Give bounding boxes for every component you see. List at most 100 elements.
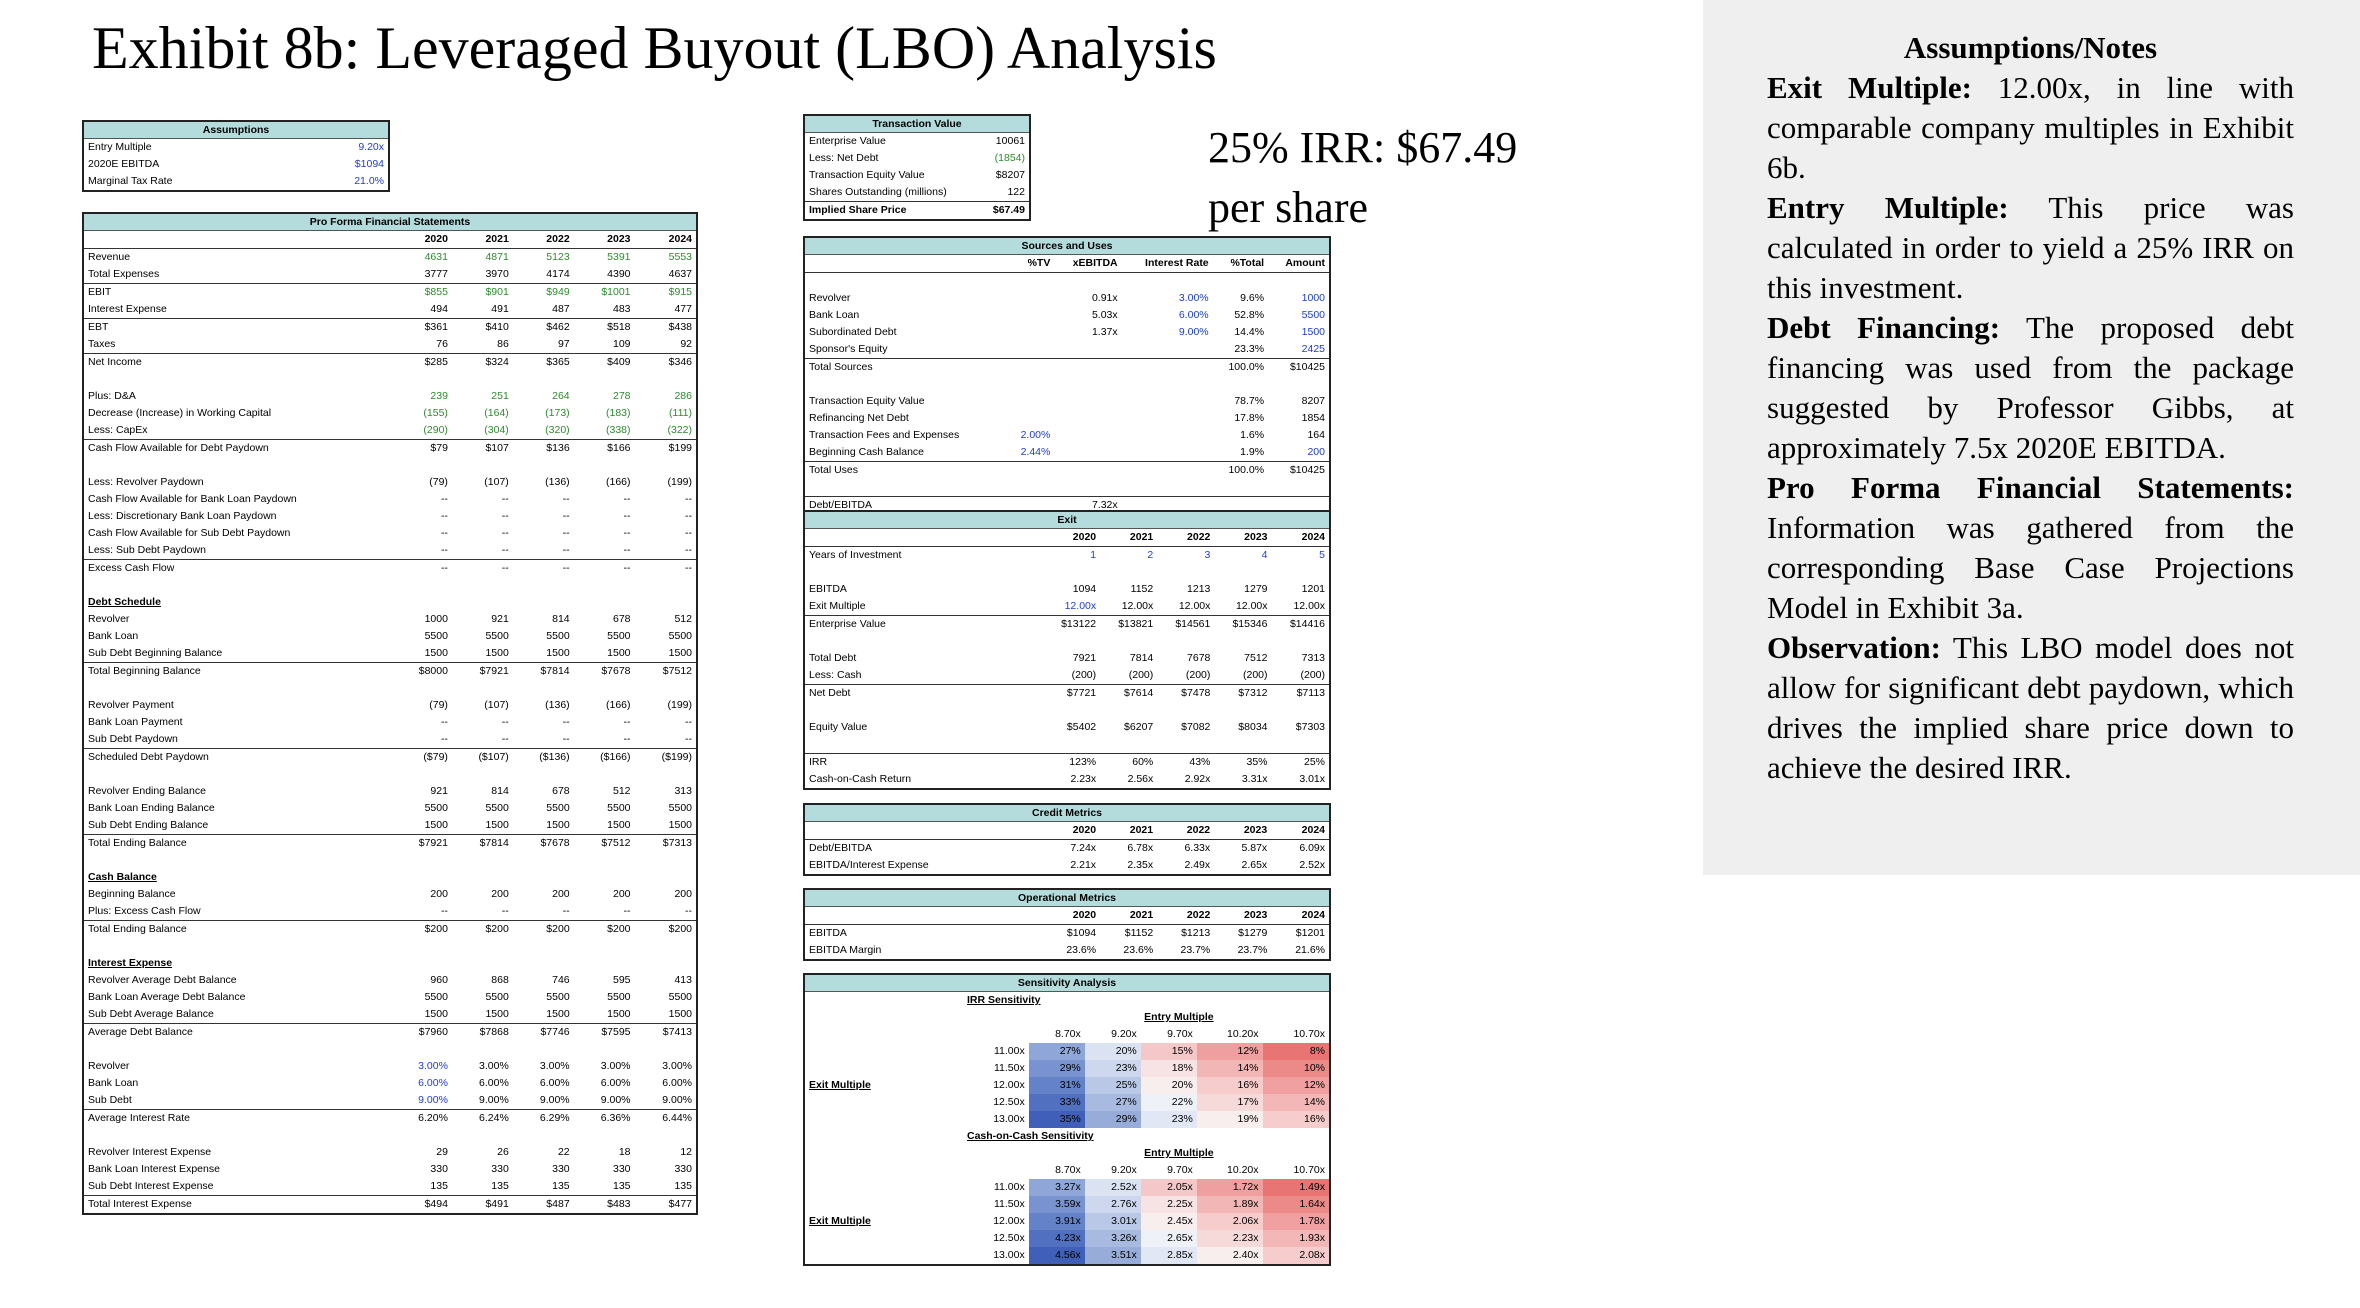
- row-value: --: [440, 544, 448, 557]
- row-value: $14416: [1271, 615, 1330, 633]
- table-row: Sponsor's Equity 23.3% 2425: [804, 341, 1330, 359]
- row-value: 7512: [1244, 652, 1268, 665]
- row-value: (199): [667, 699, 692, 712]
- row-value: [574, 766, 635, 783]
- row-value: 6.20%: [392, 1109, 452, 1127]
- table-row: Bank Loan 5.03x 6.00% 52.8% 5500: [804, 307, 1330, 324]
- row-value: 43%: [1157, 753, 1215, 771]
- row-value: [513, 457, 574, 474]
- sensitivity-cell: 2.76x: [1084, 1196, 1141, 1213]
- entry-label-row: Entry Multiple: [804, 1145, 1330, 1162]
- row-value: [635, 1041, 697, 1058]
- row-value: 9.00%: [539, 1094, 570, 1107]
- row-value: (107): [484, 699, 509, 712]
- entry-multiple: 9.70x: [1167, 1028, 1193, 1041]
- row-value: [635, 594, 697, 611]
- row-value: --: [562, 493, 570, 506]
- row-value: 5553: [668, 251, 692, 264]
- sensitivity-title-row: Cash-on-Cash Sensitivity: [804, 1128, 1330, 1145]
- sensitivity-cell: 1.93x: [1262, 1230, 1330, 1247]
- assumption-row: Entry Multiple 9.20x: [83, 139, 389, 157]
- row-label: Total Expenses: [88, 268, 160, 281]
- row-label: [83, 766, 392, 783]
- row-label: Revolver Ending Balance: [88, 785, 206, 798]
- row-value: [1157, 564, 1214, 581]
- row-value: [452, 457, 513, 474]
- row-label: Total Debt: [809, 652, 857, 665]
- column-label: Amount: [1268, 254, 1330, 273]
- sensitivity-cell: 2.06x: [1196, 1213, 1263, 1230]
- row-value: --: [573, 559, 635, 577]
- row-value: 1500: [485, 819, 509, 832]
- row-value: [635, 852, 697, 869]
- row-value: --: [685, 510, 692, 523]
- row-value: $13122: [1043, 615, 1101, 633]
- row-value: 29: [436, 1146, 448, 1159]
- row-value: [1006, 461, 1055, 479]
- row-value: [574, 1041, 635, 1058]
- row-value: 2.44%: [1020, 446, 1051, 459]
- row-value: 9.00%: [662, 1094, 692, 1107]
- row-value: ($166): [573, 748, 635, 766]
- exit-multiple: 12.50x: [993, 1096, 1025, 1109]
- row-value: 330: [674, 1163, 692, 1176]
- row-value: [574, 869, 635, 886]
- table-row: [804, 273, 1330, 291]
- row-value: 494: [430, 303, 448, 316]
- row-value: --: [562, 905, 570, 918]
- row-value: [1214, 736, 1271, 754]
- row-value: 264: [552, 390, 570, 403]
- row-value: [1054, 427, 1121, 444]
- row-label: [83, 1127, 392, 1144]
- row-value: 3.01x: [1299, 773, 1325, 786]
- row-value: --: [440, 527, 448, 540]
- row-value: 4174: [546, 268, 570, 281]
- row-value: 1000: [424, 613, 448, 626]
- row-label: Bank Loan Interest Expense: [88, 1163, 220, 1176]
- row-value: [1054, 479, 1121, 497]
- table-row: Plus: D&A 239 251 264 278 286: [83, 388, 697, 405]
- sensitivity-title: IRR Sensitivity: [967, 994, 1041, 1007]
- row-value: [1006, 479, 1054, 497]
- row-value: [1213, 479, 1268, 497]
- row-value: 5500: [485, 991, 509, 1004]
- row-value: [1006, 410, 1054, 427]
- row-value: 6.33x: [1184, 842, 1211, 855]
- row-value: [452, 955, 513, 972]
- row-label: Revolver Interest Expense: [88, 1146, 212, 1159]
- table-row: [804, 633, 1330, 650]
- row-value: 200: [491, 888, 509, 901]
- note-item: Observation: This LBO model does not all…: [1767, 628, 2294, 788]
- table-row: Cash Flow Available for Debt Paydown $79 $…: [83, 439, 697, 457]
- assumption-label: Marginal Tax Rate: [88, 175, 173, 188]
- row-label: IRR: [804, 753, 1043, 771]
- exit-multiple: 11.50x: [993, 1198, 1025, 1211]
- year-label: 2024: [1271, 528, 1330, 547]
- row-value: 1500: [424, 1008, 448, 1021]
- blank-cell: [804, 992, 963, 1010]
- sensitivity-cell: 16%: [1196, 1077, 1263, 1094]
- row-value: --: [562, 510, 570, 523]
- row-value: $365: [512, 353, 574, 371]
- sensitivity-cell: 2.52x: [1084, 1179, 1141, 1196]
- row-value: 1213: [1187, 583, 1211, 596]
- row-value: (136): [545, 699, 570, 712]
- row-value: [392, 1127, 452, 1144]
- row-value: [1006, 307, 1054, 324]
- row-value: 6.24%: [451, 1109, 513, 1127]
- row-value: [513, 869, 574, 886]
- transaction-label: Less: Net Debt: [809, 152, 879, 165]
- row-label: Excess Cash Flow: [83, 559, 392, 577]
- row-value: 1500: [485, 1008, 509, 1021]
- sensitivity-cell: 12%: [1262, 1077, 1330, 1094]
- row-value: [1157, 702, 1214, 719]
- row-label: Revolver: [88, 1060, 130, 1073]
- row-label: Cash Flow Available for Bank Loan Paydow…: [88, 493, 297, 506]
- row-value: 5500: [424, 991, 448, 1004]
- table-row: Cash Flow Available for Bank Loan Paydow…: [83, 491, 697, 508]
- assumption-label: Entry Multiple: [88, 141, 152, 154]
- row-value: $346: [634, 353, 697, 371]
- table-row: [804, 376, 1330, 393]
- row-value: 200: [612, 888, 631, 901]
- row-value: 23.6%: [1066, 944, 1097, 957]
